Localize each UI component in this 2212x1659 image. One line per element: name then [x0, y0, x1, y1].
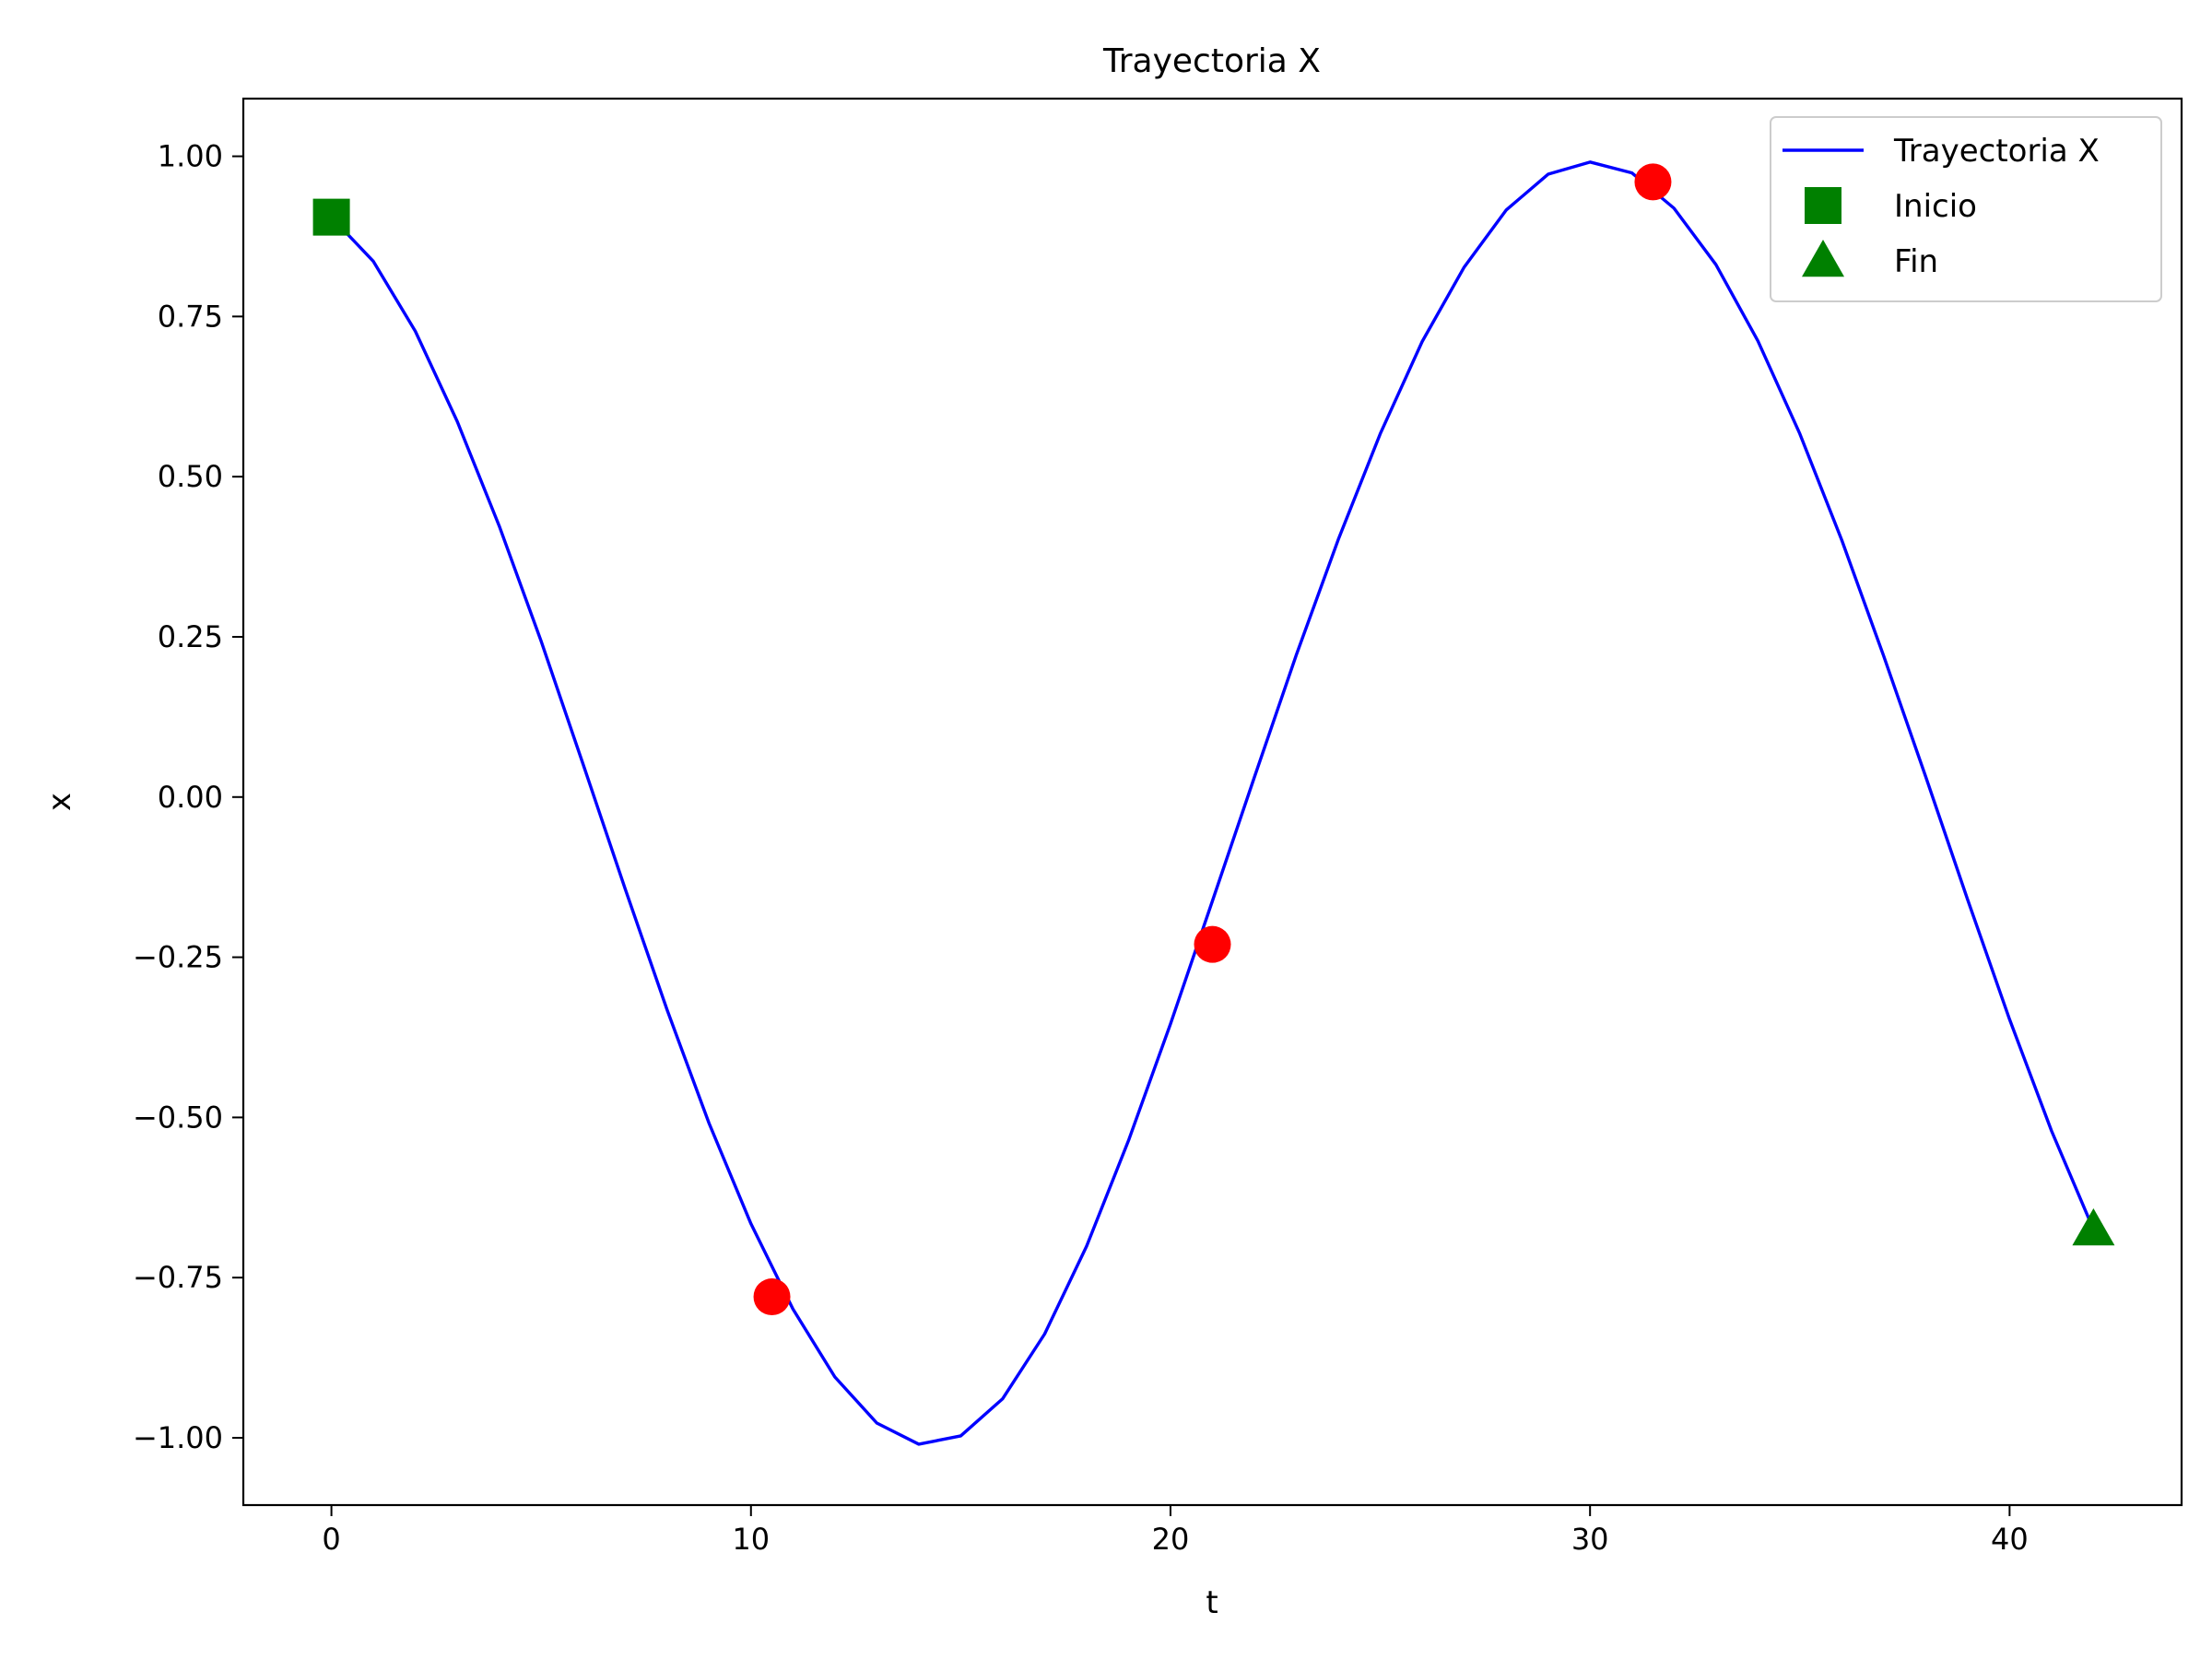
- y-tick-label: −0.25: [133, 940, 223, 975]
- plot-area: [312, 160, 2115, 1446]
- y-tick-label: 0.25: [158, 619, 223, 654]
- legend-entry-label: Inicio: [1894, 188, 1977, 225]
- x-tick-label: 0: [322, 1522, 340, 1557]
- y-tick-label: −0.75: [133, 1260, 223, 1295]
- legend: Trayectoria X Inicio Fin: [1770, 116, 2162, 302]
- y-tick-label: 1.00: [158, 139, 223, 174]
- data-point: [1194, 925, 1231, 963]
- x-tick-label: 10: [732, 1522, 770, 1557]
- legend-box: [1770, 116, 2162, 302]
- legend-entry-label: Fin: [1894, 243, 1938, 280]
- y-tick-label: 0.00: [158, 780, 223, 815]
- x-axis: 0 10 20 30 40: [322, 1505, 2029, 1557]
- y-tick-label: −0.50: [133, 1100, 223, 1135]
- chart-title: Trayectoria X: [1102, 42, 1321, 80]
- x-tick-label: 20: [1152, 1522, 1190, 1557]
- series-line-trayectoria-x: [330, 160, 2095, 1446]
- x-axis-label: t: [1206, 1584, 1218, 1621]
- x-tick-label: 30: [1571, 1522, 1609, 1557]
- y-tick-label: 0.75: [158, 299, 223, 334]
- y-tick-label: −1.00: [133, 1420, 223, 1455]
- start-marker: [312, 198, 350, 236]
- x-tick-label: 40: [1991, 1522, 2029, 1557]
- end-marker: [2072, 1208, 2115, 1246]
- data-point: [1634, 163, 1672, 201]
- y-axis-label: x: [41, 793, 78, 811]
- legend-marker-swatch: [1805, 187, 1841, 224]
- data-point: [753, 1278, 791, 1316]
- y-axis: 1.00 0.75 0.50 0.25 0.00 −0.25 −0.50 −0.75 −1.00: [133, 139, 243, 1455]
- legend-entry-label: Trayectoria X: [1893, 133, 2100, 170]
- y-tick-label: 0.50: [158, 459, 223, 494]
- plot-frame: [241, 97, 2183, 1507]
- legend-marker-swatch: [1802, 240, 1844, 277]
